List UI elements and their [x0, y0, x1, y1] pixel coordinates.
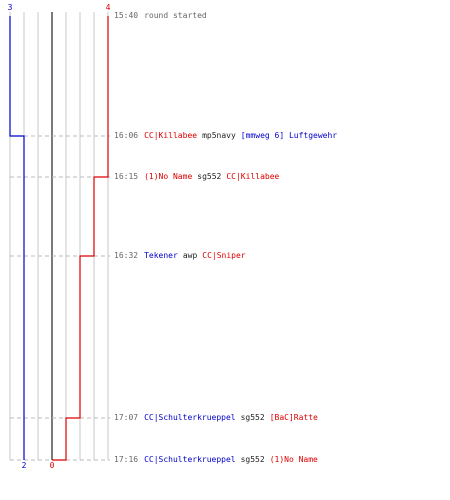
event-token: CC|Schulterkrueppel [144, 413, 236, 422]
event-token: CC|Killabee [226, 172, 280, 181]
event-row: 17:16 CC|Schulterkrueppel sg552 (1)No Name [114, 455, 323, 465]
event-token: (1)No Name [269, 455, 318, 464]
event-token: CC|Killabee [144, 131, 198, 140]
red-start-count: 4 [106, 3, 111, 12]
event-token: sg552 [240, 455, 265, 464]
event-row: 15:40 round started [114, 11, 212, 21]
series-line-red [52, 16, 109, 461]
event-time: 15:40 [114, 11, 139, 20]
event-token: Tekener [144, 251, 178, 260]
blue-end-count: 2 [22, 461, 27, 470]
event-token: CC|Sniper [202, 251, 246, 260]
event-time: 16:15 [114, 172, 139, 181]
event-time: 17:16 [114, 455, 139, 464]
event-token: round started [144, 11, 207, 20]
event-row: 17:07 CC|Schulterkrueppel sg552 [BaC]Ratte [114, 413, 323, 423]
event-token: awp [182, 251, 198, 260]
event-row: 16:32 Tekener awp CC|Sniper [114, 251, 251, 261]
blue-start-count: 3 [8, 3, 13, 12]
series-line-blue [9, 16, 25, 460]
event-row: 16:15 (1)No Name sg552 CC|Killabee [114, 172, 284, 182]
event-token: CC|Schulterkrueppel [144, 455, 236, 464]
event-token: sg552 [240, 413, 265, 422]
event-time: 17:07 [114, 413, 139, 422]
event-row: 16:06 CC|Killabee mp5navy [mmweg 6] Luftgew… [114, 131, 342, 141]
event-token: mp5navy [202, 131, 236, 140]
event-token: [mmweg 6] Luftgewehr [240, 131, 338, 140]
event-time: 16:32 [114, 251, 139, 260]
event-token: sg552 [197, 172, 222, 181]
event-token: (1)No Name [144, 172, 193, 181]
event-time: 16:06 [114, 131, 139, 140]
red-end-count: 0 [50, 461, 55, 470]
event-token: [BaC]Ratte [269, 413, 318, 422]
